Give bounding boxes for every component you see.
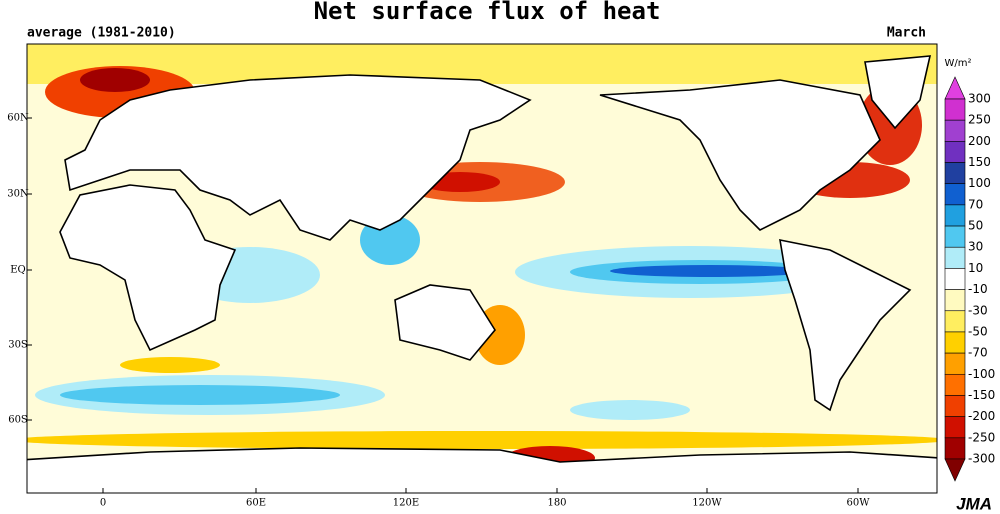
legend-label: -200 (968, 409, 995, 423)
legend-label: -100 (968, 367, 995, 381)
lat-label: EQ (10, 265, 26, 276)
legend-label: -150 (968, 388, 995, 402)
map (26, 43, 938, 494)
legend-swatch (944, 225, 966, 248)
month: March (887, 26, 926, 41)
legend-label: 50 (968, 219, 983, 233)
lon-label: 120E (393, 498, 419, 509)
legend-swatch (944, 289, 966, 312)
legend-swatch (944, 268, 966, 290)
map-title: Net surface flux of heat (314, 0, 661, 25)
legend-label: 200 (968, 134, 991, 148)
lat-label: 60N (7, 113, 29, 124)
legend-swatch (944, 204, 966, 227)
legend-label: 70 (968, 197, 983, 211)
lat-label: 30N (7, 189, 29, 200)
legend-triangle (944, 458, 966, 482)
legend-swatch (944, 437, 966, 460)
legend-label: 10 (968, 261, 983, 275)
lon-label: 60W (846, 498, 870, 509)
legend-label: -50 (968, 324, 988, 338)
legend-triangle (944, 76, 966, 100)
legend-swatch (944, 119, 966, 142)
legend-unit: W/m² (944, 58, 971, 69)
lon-label: 0 (100, 498, 106, 509)
legend-swatch (944, 141, 966, 163)
legend-label: 150 (968, 155, 991, 169)
subtitle: average (1981-2010) (27, 26, 176, 41)
legend-label: -300 (968, 452, 995, 466)
credit: JMA (956, 494, 992, 513)
lat-label: 60S (8, 415, 28, 426)
legend-swatch (944, 331, 966, 354)
legend-swatch (944, 98, 966, 121)
legend-label: 300 (968, 92, 991, 106)
lon-label: 180 (547, 498, 566, 509)
legend-swatch (944, 310, 966, 333)
legend-label: -250 (968, 430, 995, 444)
legend-swatch (944, 246, 966, 269)
legend-label: 250 (968, 113, 991, 127)
lon-label: 120W (692, 498, 722, 509)
legend-label: 30 (968, 240, 983, 254)
legend-swatch (944, 373, 966, 396)
legend-label: -10 (968, 282, 988, 296)
legend-swatch (944, 395, 966, 417)
legend-swatch (944, 416, 966, 439)
legend-label: -30 (968, 303, 988, 317)
legend-swatch (944, 183, 966, 206)
lon-label: 60E (246, 498, 266, 509)
legend-label: 100 (968, 176, 991, 190)
legend-swatch (944, 162, 966, 185)
legend-label: -70 (968, 346, 988, 360)
lat-label: 30S (8, 340, 28, 351)
legend-swatch (944, 352, 966, 375)
